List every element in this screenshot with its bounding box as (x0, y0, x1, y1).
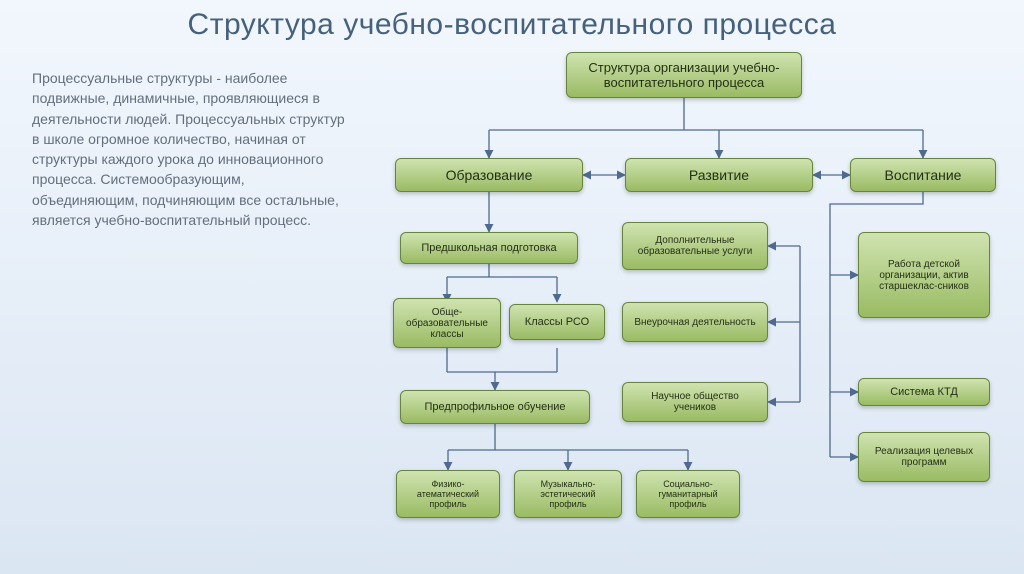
node-rso: Классы РСО (509, 304, 605, 340)
node-programs: Реализация целевых программ (858, 432, 990, 482)
node-ktd: Система КТД (858, 378, 990, 406)
node-development: Развитие (625, 158, 813, 192)
node-upbringing: Воспитание (850, 158, 996, 192)
node-afterclass: Внеурочная деятельность (622, 302, 768, 342)
node-childorg: Работа детской организации, актив старше… (858, 232, 990, 318)
node-additional: Дополнительные образовательные услуги (622, 222, 768, 270)
node-preprof: Предпрофильное обучение (400, 390, 590, 424)
node-genclasses: Обще-образовательные классы (393, 298, 501, 348)
node-music: Музыкально-эстетический профиль (514, 470, 622, 518)
node-science: Научное общество учеников (622, 382, 768, 422)
description-paragraph: Процессуальные структуры - наиболее подв… (32, 68, 350, 230)
page-title: Структура учебно-воспитательного процесс… (0, 8, 1024, 42)
node-social: Социально-гуманитарный профиль (636, 470, 740, 518)
node-root: Структура организации учебно-воспитатель… (566, 52, 802, 98)
node-preschool: Предшкольная подготовка (400, 232, 578, 264)
node-education: Образование (395, 158, 583, 192)
node-physmath: Физико-атематический профиль (396, 470, 500, 518)
